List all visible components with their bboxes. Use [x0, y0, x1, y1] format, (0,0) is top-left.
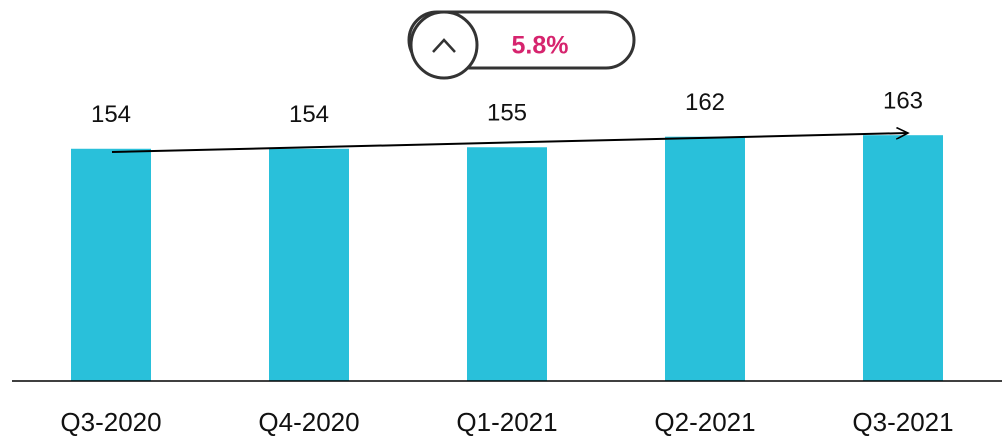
value-label: 154: [91, 101, 131, 128]
up-chevron: [432, 38, 456, 53]
bar: [71, 148, 151, 381]
bar: [467, 147, 547, 381]
x-tick-label: Q3-2021: [852, 407, 953, 437]
bar: [863, 135, 943, 381]
bars: [71, 135, 943, 381]
value-label: 155: [487, 100, 527, 127]
x-tick-label: Q3-2020: [60, 407, 161, 437]
value-label: 154: [289, 101, 329, 128]
annotation-text: 5.8%: [512, 32, 569, 60]
value-label: 162: [685, 89, 725, 116]
x-tick-label: Q2-2021: [654, 407, 755, 437]
bar: [269, 148, 349, 381]
trend-arrow: [111, 133, 908, 153]
x-tick-label: Q4-2020: [258, 407, 359, 437]
value-label: 163: [883, 88, 923, 115]
bar: [665, 136, 745, 381]
annotation-icon: [409, 10, 479, 80]
x-tick-label: Q1-2021: [456, 407, 557, 437]
